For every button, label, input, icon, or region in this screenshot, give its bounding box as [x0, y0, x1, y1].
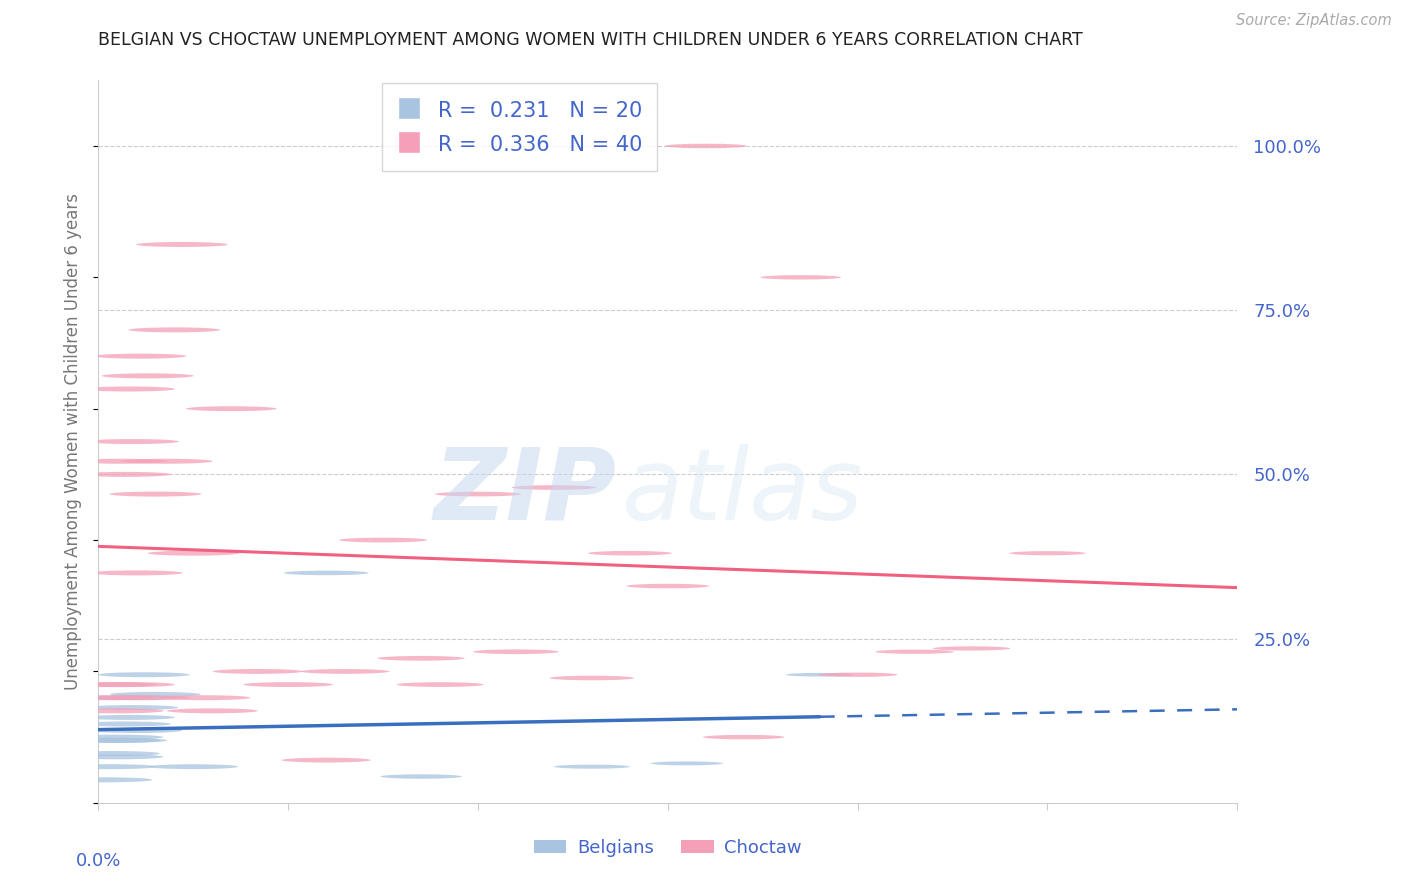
- Ellipse shape: [512, 485, 596, 490]
- Ellipse shape: [186, 406, 277, 411]
- Ellipse shape: [243, 682, 333, 687]
- Ellipse shape: [79, 472, 172, 477]
- Ellipse shape: [786, 673, 853, 676]
- Ellipse shape: [281, 757, 371, 763]
- Ellipse shape: [876, 649, 953, 654]
- Text: ZIP: ZIP: [433, 443, 617, 541]
- Ellipse shape: [128, 327, 221, 333]
- Ellipse shape: [626, 583, 710, 589]
- Ellipse shape: [396, 682, 484, 687]
- Ellipse shape: [83, 714, 174, 720]
- Ellipse shape: [83, 682, 174, 687]
- Ellipse shape: [63, 682, 156, 687]
- Ellipse shape: [761, 275, 841, 279]
- Ellipse shape: [377, 656, 465, 661]
- Ellipse shape: [148, 550, 239, 556]
- Text: BELGIAN VS CHOCTAW UNEMPLOYMENT AMONG WOMEN WITH CHILDREN UNDER 6 YEARS CORRELAT: BELGIAN VS CHOCTAW UNEMPLOYMENT AMONG WO…: [98, 31, 1083, 49]
- Ellipse shape: [75, 738, 167, 743]
- Ellipse shape: [554, 764, 630, 769]
- Ellipse shape: [1010, 551, 1085, 556]
- Ellipse shape: [212, 669, 302, 673]
- Y-axis label: Unemployment Among Women with Children Under 6 years: Unemployment Among Women with Children U…: [65, 193, 83, 690]
- Ellipse shape: [110, 692, 201, 697]
- Ellipse shape: [98, 673, 190, 677]
- Ellipse shape: [83, 695, 174, 700]
- Ellipse shape: [87, 705, 179, 710]
- Text: atlas: atlas: [623, 443, 863, 541]
- Ellipse shape: [380, 774, 463, 779]
- Ellipse shape: [67, 751, 160, 756]
- Ellipse shape: [818, 673, 897, 677]
- Ellipse shape: [703, 735, 785, 739]
- Ellipse shape: [149, 764, 238, 769]
- Ellipse shape: [90, 728, 183, 733]
- Ellipse shape: [588, 551, 672, 556]
- Ellipse shape: [98, 695, 190, 700]
- Ellipse shape: [434, 491, 522, 497]
- Ellipse shape: [651, 762, 723, 765]
- Legend: Belgians, Choctaw: Belgians, Choctaw: [524, 830, 811, 866]
- Ellipse shape: [83, 386, 174, 392]
- Ellipse shape: [121, 458, 212, 464]
- Ellipse shape: [932, 647, 1011, 650]
- Text: Source: ZipAtlas.com: Source: ZipAtlas.com: [1236, 13, 1392, 29]
- Ellipse shape: [339, 538, 427, 542]
- Ellipse shape: [94, 353, 187, 359]
- Ellipse shape: [59, 695, 152, 700]
- Ellipse shape: [90, 570, 183, 575]
- Ellipse shape: [101, 374, 194, 378]
- Text: 0.0%: 0.0%: [76, 852, 121, 870]
- Ellipse shape: [72, 755, 163, 759]
- Ellipse shape: [301, 669, 389, 673]
- Ellipse shape: [159, 695, 250, 700]
- Ellipse shape: [550, 676, 634, 681]
- Ellipse shape: [67, 738, 160, 743]
- Ellipse shape: [665, 144, 747, 148]
- Ellipse shape: [72, 735, 163, 739]
- Ellipse shape: [284, 571, 368, 575]
- Ellipse shape: [75, 458, 167, 464]
- Ellipse shape: [474, 649, 558, 654]
- Ellipse shape: [79, 722, 172, 726]
- Ellipse shape: [86, 439, 179, 444]
- Ellipse shape: [110, 491, 201, 497]
- Ellipse shape: [59, 777, 152, 782]
- Ellipse shape: [72, 708, 163, 714]
- Ellipse shape: [136, 242, 228, 247]
- Ellipse shape: [167, 708, 257, 714]
- Ellipse shape: [63, 764, 156, 769]
